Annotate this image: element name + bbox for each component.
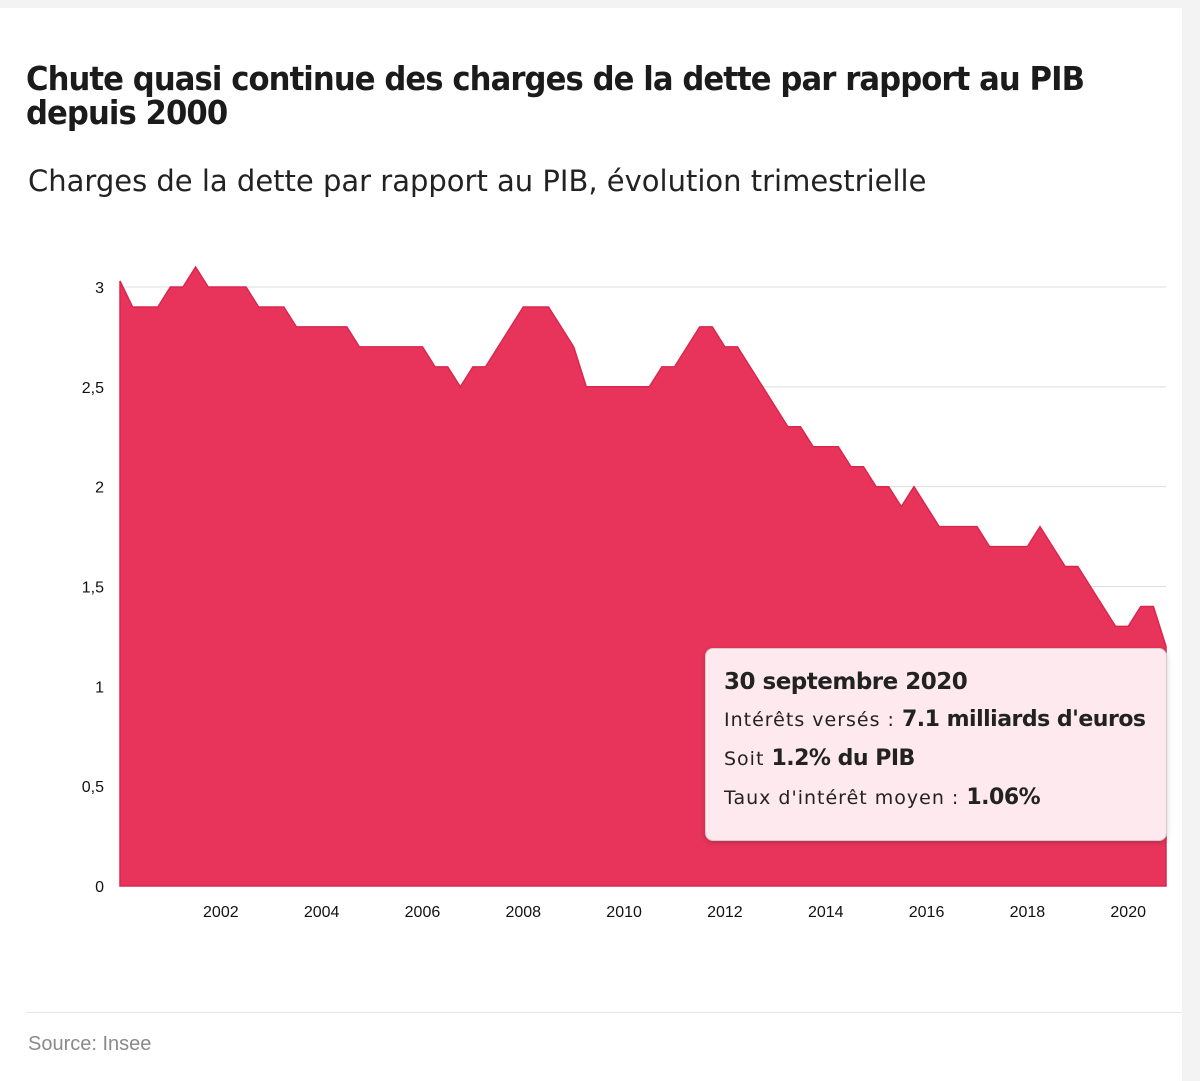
y-tick-label: 3 bbox=[95, 280, 104, 297]
tooltip-rate-value: 1.06% bbox=[966, 785, 1041, 810]
tooltip-date: 30 septembre 2020 bbox=[724, 669, 968, 695]
footer-divider bbox=[26, 1012, 1182, 1013]
x-tick-label: 2020 bbox=[1110, 904, 1146, 921]
tooltip-interest-label: Intérêts versés : bbox=[724, 709, 902, 731]
chart-subtitle: Charges de la dette par rapport au PIB, … bbox=[28, 164, 927, 198]
tooltip-gdp-label: Soit bbox=[724, 748, 772, 770]
x-tick-label: 2018 bbox=[1010, 904, 1046, 921]
data-tooltip: 30 septembre 2020 Intérêts versés : 7.1 … bbox=[705, 648, 1167, 841]
tooltip-rate-line: Taux d'intérêt moyen : 1.06% bbox=[724, 785, 1166, 810]
x-tick-label: 2004 bbox=[304, 904, 340, 921]
x-tick-label: 2008 bbox=[505, 904, 541, 921]
y-tick-label: 1,5 bbox=[82, 580, 104, 597]
area-chart: 0 0,5 1 1,5 2 2,5 3 2002 2004 2006 2008 2010 2012 20… bbox=[82, 265, 1167, 921]
y-tick-label: 0,5 bbox=[82, 779, 104, 796]
x-tick-label: 2006 bbox=[405, 904, 441, 921]
y-tick-label: 0 bbox=[95, 879, 104, 896]
tooltip-gdp-value: 1.2% du PIB bbox=[771, 746, 915, 771]
x-tick-label: 2010 bbox=[606, 904, 642, 921]
y-tick-label: 2 bbox=[95, 480, 104, 497]
x-tick-label: 2002 bbox=[203, 904, 239, 921]
x-tick-label: 2014 bbox=[808, 904, 844, 921]
x-tick-label: 2016 bbox=[909, 904, 945, 921]
source-note: Source: Insee bbox=[28, 1033, 152, 1055]
chart-title: Chute quasi continue des charges de la d… bbox=[26, 59, 1085, 132]
tooltip-interest-line: Intérêts versés : 7.1 milliards d'euros bbox=[724, 707, 1166, 732]
tooltip-gdp-line: Soit 1.2% du PIB bbox=[724, 746, 1166, 771]
x-tick-label: 2012 bbox=[707, 904, 743, 921]
tooltip-interest-value: 7.1 milliards d'euros bbox=[901, 707, 1146, 732]
tooltip-rate-label: Taux d'intérêt moyen : bbox=[724, 787, 967, 809]
y-tick-label: 2,5 bbox=[82, 380, 104, 397]
y-tick-label: 1 bbox=[95, 679, 104, 696]
